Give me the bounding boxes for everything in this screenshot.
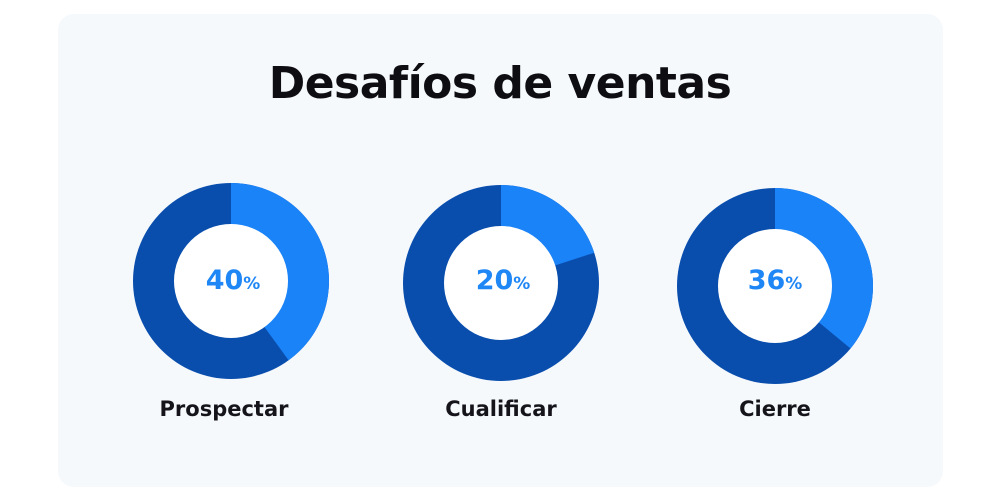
donut-value: 20	[475, 265, 514, 296]
donut-prospectar	[133, 183, 329, 379]
donut-unit: %	[243, 274, 261, 294]
donut-center-value: 20%	[433, 265, 573, 296]
donut-hole	[174, 224, 288, 338]
donut-center-value: 40%	[163, 265, 303, 296]
donut-hole	[444, 226, 558, 340]
donut-hole	[718, 229, 832, 343]
donut-cualificar	[403, 185, 599, 381]
donut-cierre	[677, 188, 873, 384]
donut-value: 40	[205, 265, 244, 296]
donut-unit: %	[513, 274, 531, 294]
chart-title: Desafíos de ventas	[268, 58, 732, 109]
donut-label: Cierre	[739, 397, 811, 421]
donut-label: Prospectar	[159, 397, 289, 421]
donut-label: Cualificar	[445, 397, 557, 421]
donut-unit: %	[785, 274, 803, 294]
donut-center-value: 36%	[705, 265, 845, 296]
donut-value: 36	[747, 265, 786, 296]
